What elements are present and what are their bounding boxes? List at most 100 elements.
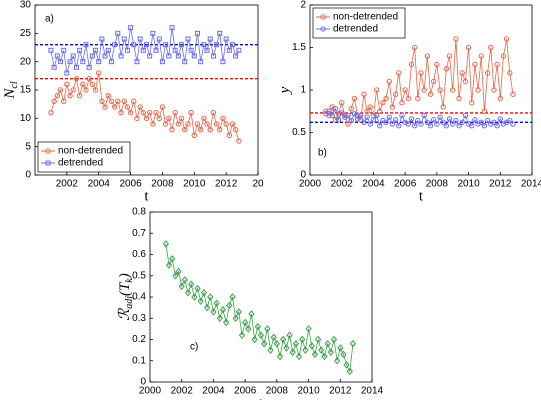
- marker: [204, 121, 210, 127]
- marker: [80, 59, 86, 65]
- marker: [159, 59, 165, 65]
- marker: [324, 339, 331, 348]
- marker: [147, 53, 153, 59]
- marker: [453, 36, 459, 42]
- marker: [424, 53, 431, 59]
- y-tick-label: 20: [20, 56, 32, 67]
- marker: [491, 87, 497, 93]
- x-tick-label: 2000: [299, 179, 322, 190]
- marker: [383, 95, 389, 102]
- marker: [434, 121, 440, 127]
- marker: [446, 53, 453, 59]
- marker: [89, 81, 96, 88]
- y-tick-label: 0.7: [132, 228, 146, 239]
- marker: [194, 121, 201, 127]
- marker: [443, 123, 450, 129]
- marker: [175, 121, 182, 127]
- marker: [64, 81, 70, 88]
- marker: [105, 47, 111, 53]
- marker: [484, 70, 491, 76]
- x-tick-label: 2004: [362, 179, 385, 190]
- marker: [198, 59, 204, 65]
- marker: [424, 119, 431, 126]
- plot-frame: [149, 211, 373, 383]
- marker: [172, 47, 178, 53]
- y-axis-label-part: k: [124, 278, 135, 283]
- marker: [276, 352, 284, 361]
- marker: [349, 339, 357, 348]
- marker: [484, 117, 491, 124]
- x-tick-label: 2002: [171, 386, 194, 397]
- marker: [465, 44, 472, 51]
- marker: [80, 81, 86, 88]
- x-tick-label: 2014: [361, 386, 384, 397]
- marker: [411, 44, 418, 51]
- marker: [405, 121, 412, 127]
- x-tick-label: 2008: [426, 179, 449, 190]
- marker: [343, 361, 350, 369]
- legend-label: detrended: [333, 24, 378, 35]
- marker: [481, 108, 488, 114]
- y-axis-label: ℛadj(Tk): [117, 273, 135, 321]
- marker: [207, 126, 213, 133]
- marker: [124, 104, 131, 110]
- marker: [373, 112, 380, 119]
- marker: [146, 109, 153, 116]
- x-tick-label: 2010: [183, 179, 206, 190]
- marker: [182, 59, 188, 65]
- x-tick-label: 2012: [489, 179, 512, 190]
- marker: [248, 310, 255, 318]
- x-tick-label: 2008: [151, 179, 174, 190]
- marker: [332, 106, 339, 112]
- marker: [418, 70, 424, 76]
- marker: [191, 132, 197, 139]
- marker: [261, 339, 268, 348]
- marker: [226, 47, 232, 53]
- marker: [134, 59, 140, 65]
- marker: [361, 119, 367, 126]
- marker: [153, 47, 159, 53]
- marker: [434, 61, 440, 68]
- marker: [220, 59, 226, 65]
- marker: [89, 53, 95, 59]
- x-tick-label: 2010: [297, 386, 320, 397]
- marker: [194, 284, 201, 293]
- marker: [213, 299, 220, 308]
- marker: [488, 44, 494, 51]
- marker: [73, 75, 80, 82]
- y-tick-label: 0.3: [132, 313, 146, 324]
- marker: [364, 114, 370, 120]
- marker: [213, 121, 220, 127]
- marker: [437, 114, 443, 120]
- marker: [399, 112, 405, 119]
- marker: [481, 123, 488, 129]
- marker: [118, 53, 124, 59]
- y-axis-label-part: N: [2, 88, 18, 100]
- marker: [386, 78, 392, 85]
- y-tick-label: 0.4: [132, 292, 146, 303]
- x-tick-label: 2006: [119, 179, 142, 190]
- marker: [453, 117, 459, 124]
- marker: [339, 100, 345, 106]
- marker: [327, 348, 334, 357]
- marker: [364, 108, 370, 114]
- marker: [383, 119, 389, 126]
- marker: [236, 138, 242, 144]
- marker: [314, 335, 322, 344]
- marker: [115, 30, 121, 36]
- marker: [494, 123, 500, 129]
- marker: [456, 123, 462, 129]
- marker: [48, 109, 54, 116]
- marker: [229, 293, 236, 301]
- marker: [51, 98, 57, 105]
- marker: [144, 42, 149, 48]
- marker: [507, 117, 513, 124]
- marker: [472, 117, 478, 123]
- marker: [459, 70, 465, 76]
- marker: [386, 114, 392, 120]
- x-tick-label: 2012: [215, 179, 238, 190]
- marker: [251, 335, 258, 344]
- marker: [57, 59, 63, 65]
- marker: [230, 42, 236, 48]
- marker: [377, 108, 383, 114]
